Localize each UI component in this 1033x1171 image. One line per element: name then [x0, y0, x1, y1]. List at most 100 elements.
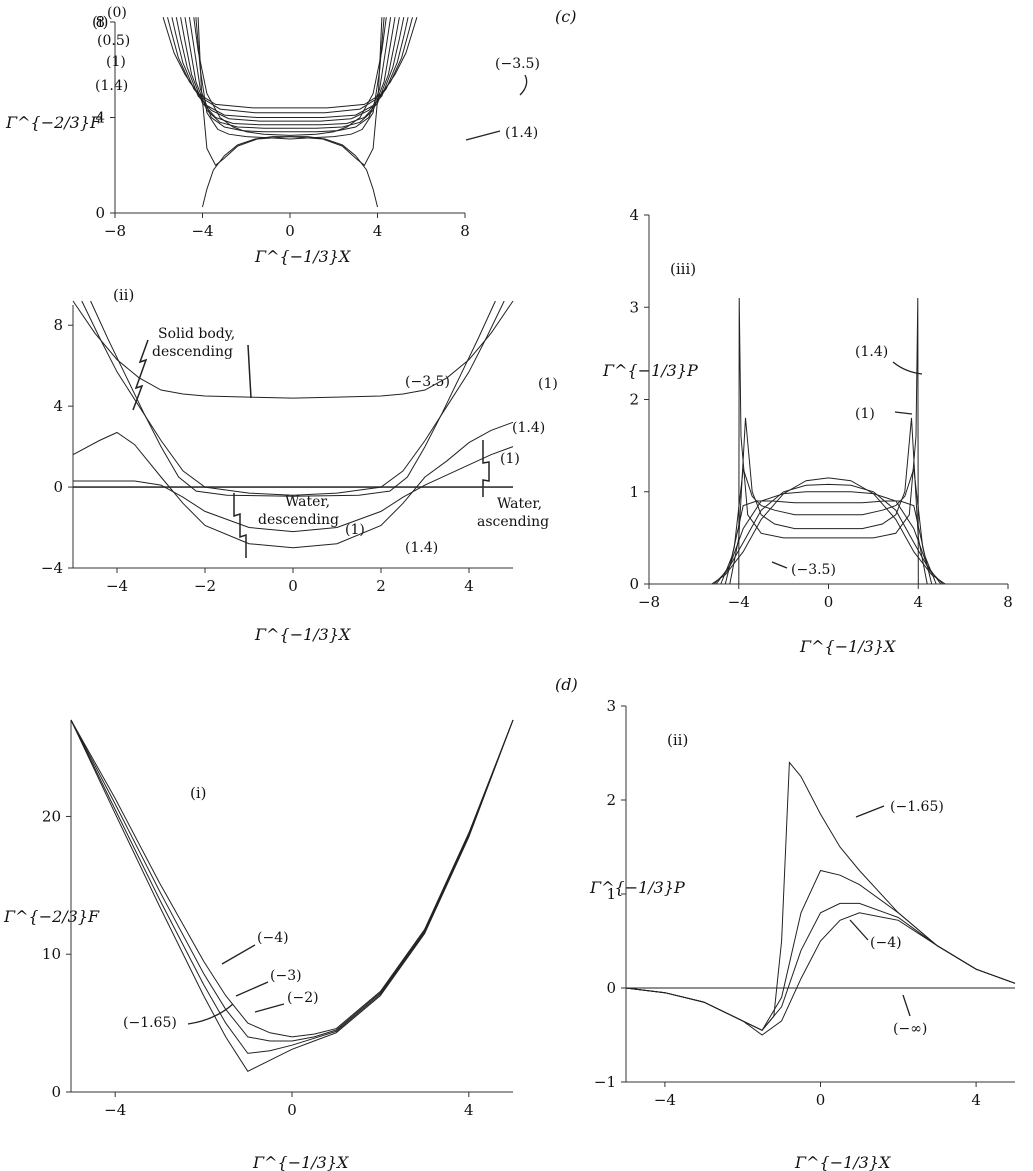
x-axis-label: Γ^{−1/3}X — [254, 247, 351, 266]
y-tick-label: 4 — [95, 109, 105, 127]
series-line — [70, 719, 514, 1072]
x-tick-label: −4 — [654, 1091, 676, 1109]
annotation: descending — [258, 512, 339, 528]
series-line — [724, 468, 933, 585]
x-tick-label: 4 — [464, 1101, 474, 1119]
annotation-arrow — [519, 74, 528, 96]
annotation: (0) — [107, 5, 127, 21]
annotation-arrow — [221, 944, 256, 965]
series-line — [70, 719, 514, 1038]
x-tick-label: −4 — [104, 1101, 126, 1119]
panel-label: (ii) — [113, 286, 134, 304]
y-tick-label: 0 — [629, 575, 639, 593]
x-axis-label: Γ^{−1/3}X — [794, 1153, 891, 1171]
y-tick-label: 0 — [95, 204, 105, 222]
annotation-arrow — [855, 805, 885, 818]
annotation: (1) — [855, 406, 875, 422]
series-line — [625, 902, 1016, 1031]
annotation: (−3.5) — [405, 374, 450, 390]
y-tick-label: 3 — [629, 298, 639, 316]
annotation-arrow — [235, 981, 269, 997]
x-tick-label: −8 — [638, 593, 660, 611]
y-tick-label: 2 — [606, 791, 616, 809]
panel-d-ii: (ii) Γ^{−1/3}P Γ^{−1/3}X (−1.65) (−4) (−… — [589, 697, 1016, 1171]
series-line — [720, 500, 937, 585]
annotation-arrow — [187, 1003, 234, 1025]
series-line — [195, 17, 385, 140]
annotation: (1.4) — [512, 420, 545, 436]
annotation-arrow — [892, 361, 923, 375]
y-tick-label: 20 — [42, 807, 61, 825]
series-line — [180, 17, 400, 126]
annotation: Solid body, — [158, 326, 235, 342]
annotation: (−3.5) — [495, 56, 540, 72]
annotation-arrow — [482, 440, 490, 497]
panel-c-i: (i) Γ^{−2/3}F Γ^{−1/3}X (0) (0.5) (1) (1… — [5, 5, 540, 266]
annotation: (1) — [106, 54, 126, 70]
x-tick-label: 0 — [824, 593, 834, 611]
x-axis-label: Γ^{−1/3}X — [799, 637, 896, 656]
annotation: (0.5) — [97, 33, 130, 49]
annotation: (1) — [345, 522, 365, 538]
x-tick-label: 0 — [816, 1091, 826, 1109]
y-axis-label: Γ^{−1/3}P — [602, 361, 698, 380]
y-tick-label: 4 — [53, 397, 63, 415]
x-tick-label: 0 — [287, 1101, 297, 1119]
y-tick-label: 8 — [95, 13, 105, 31]
annotation-arrow — [233, 493, 247, 558]
y-axis-label: Γ^{−1/3}P — [589, 878, 685, 897]
panel-label: (ii) — [667, 731, 688, 749]
annotation: (−3) — [270, 968, 302, 984]
x-axis-label: Γ^{−1/3}X — [254, 625, 351, 644]
x-tick-label: 0 — [288, 577, 298, 595]
x-axis-label: Γ^{−1/3}X — [252, 1153, 349, 1171]
x-tick-label: 0 — [285, 222, 295, 240]
annotation: (1.4) — [505, 125, 538, 141]
x-tick-label: −4 — [106, 577, 128, 595]
x-tick-label: 4 — [373, 222, 383, 240]
x-tick-label: −4 — [728, 593, 750, 611]
series-line — [711, 477, 946, 585]
annotation: Water, — [497, 496, 542, 512]
panel-d-i: (i) Γ^{−2/3}F Γ^{−1/3}X (−4) (−3) (−2) (… — [3, 719, 514, 1171]
annotation: (1) — [500, 451, 520, 467]
annotation-arrow — [849, 919, 869, 941]
annotation: ascending — [477, 514, 549, 530]
x-tick-label: −2 — [194, 577, 216, 595]
x-tick-label: 4 — [464, 577, 474, 595]
series-line — [197, 17, 383, 167]
series-line — [73, 446, 514, 533]
y-tick-label: −4 — [41, 559, 63, 577]
series-line — [729, 417, 928, 585]
series-line — [167, 17, 413, 114]
series-line — [90, 300, 496, 497]
y-tick-label: 4 — [629, 206, 639, 224]
x-tick-label: −8 — [104, 222, 126, 240]
y-tick-label: 2 — [629, 391, 639, 409]
annotation-arrow — [465, 130, 501, 141]
y-tick-label: 0 — [51, 1083, 61, 1101]
y-tick-label: 3 — [606, 697, 616, 715]
annotation: (−4) — [870, 935, 902, 951]
panel-c-ii: (ii) Γ^{−1/3}X Solid body, descending (−… — [41, 286, 558, 644]
section-label-d: (d) — [555, 675, 578, 694]
x-tick-label: −4 — [191, 222, 213, 240]
annotation: (−1.65) — [123, 1015, 177, 1031]
y-axis-label: Γ^{−2/3}F — [3, 907, 100, 926]
annotation-arrow — [254, 1003, 285, 1013]
annotation: (−4) — [257, 930, 289, 946]
series-line — [713, 483, 944, 585]
panel-c-iii: (iii) Γ^{−1/3}P Γ^{−1/3}X (1.4) (1) (−3.… — [602, 206, 1013, 656]
panel-label: (i) — [190, 784, 207, 802]
annotation: (−1.65) — [890, 799, 944, 815]
series-line — [715, 491, 942, 585]
annotation-arrow — [894, 411, 913, 415]
annotation: (1.4) — [405, 540, 438, 556]
x-tick-label: 2 — [376, 577, 386, 595]
panel-label: (i) — [92, 13, 109, 31]
section-label-c: (c) — [555, 7, 576, 26]
annotation: Water, — [285, 494, 330, 510]
annotation-arrow — [771, 561, 788, 569]
series-line — [184, 17, 396, 129]
